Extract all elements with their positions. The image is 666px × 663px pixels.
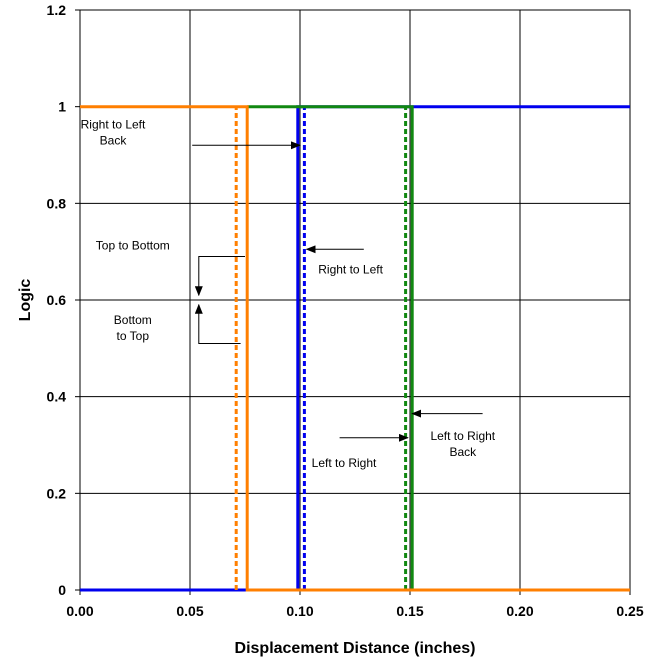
- series-lines: [80, 105, 630, 592]
- annotation-line: to Top: [117, 329, 150, 343]
- x-tick-label: 0.10: [286, 603, 313, 619]
- annotation-label: Top to Bottom: [96, 238, 170, 252]
- x-tick-label: 0.00: [66, 603, 93, 619]
- x-axis-title: Displacement Distance (inches): [235, 640, 476, 657]
- annotation-label: Left to Right Back: [430, 429, 495, 459]
- y-tick-label: 1: [58, 99, 66, 115]
- series-line-3: [247, 105, 414, 590]
- annotation-label: Right to Left: [318, 262, 383, 276]
- y-tick-label: 0.6: [47, 292, 67, 308]
- annotation-arrow: [194, 256, 245, 297]
- series-line-5: [80, 105, 630, 592]
- series-line-1: [80, 105, 630, 592]
- x-tick-label: 0.05: [176, 603, 203, 619]
- annotation-line: Left to Right: [430, 429, 495, 443]
- annotation-line: Right to Left: [318, 262, 383, 276]
- x-tick-label: 0.20: [506, 603, 533, 619]
- y-tick-label: 0.8: [47, 195, 67, 211]
- annotation-line: Bottom: [114, 313, 152, 327]
- y-tick-label: 1.2: [47, 2, 67, 18]
- annotation-line: Top to Bottom: [96, 238, 170, 252]
- annotation-label: Bottom to Top: [114, 313, 152, 343]
- annotation-line: Right to Left: [81, 117, 146, 131]
- annotation-label: Right to Left Back: [81, 117, 146, 147]
- y-axis-title: Logic: [17, 279, 34, 322]
- y-tick-label: 0.4: [47, 389, 67, 405]
- annotation-line: Left to Right: [312, 456, 377, 470]
- y-tick-label: 0.2: [47, 485, 67, 501]
- annotation-label: Left to Right: [312, 456, 377, 470]
- x-tick-label: 0.25: [616, 603, 643, 619]
- annotation-arrow: [194, 303, 241, 344]
- y-tick-label: 0: [58, 582, 66, 598]
- x-tick-label: 0.15: [396, 603, 423, 619]
- annotation-line: Back: [449, 445, 477, 459]
- annotations: Right to Left Back Top to Bottom Bottom to T…: [81, 117, 496, 469]
- annotation-line: Back: [100, 133, 128, 147]
